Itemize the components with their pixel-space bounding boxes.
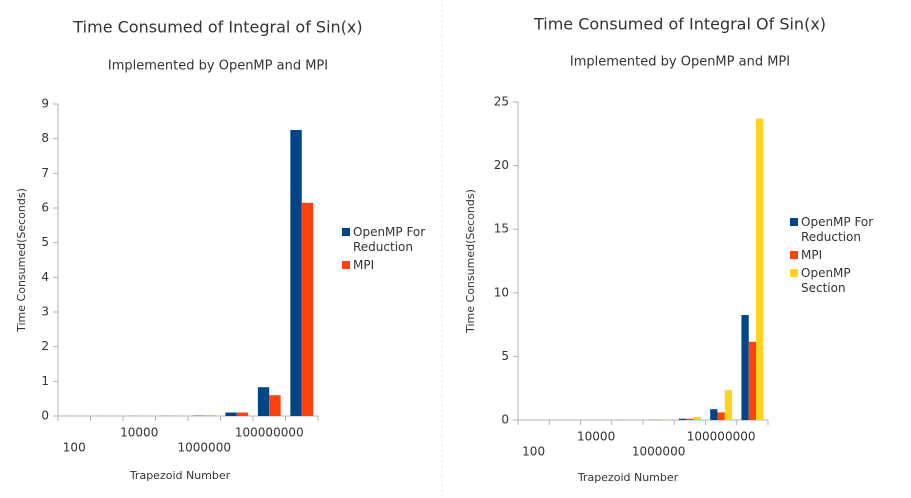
y-tick-label: 7 (41, 166, 49, 180)
bar (225, 412, 237, 416)
y-tick-label: 20 (494, 158, 509, 172)
y-tick-label: 9 (41, 97, 49, 111)
x-tick-label: 1000000 (178, 441, 231, 455)
y-tick-label: 0 (41, 409, 49, 423)
y-tick-label: 25 (494, 95, 509, 109)
bar (693, 416, 701, 420)
y-tick-label: 5 (501, 349, 509, 363)
bar (741, 315, 749, 420)
bar (686, 418, 694, 420)
y-tick-label: 2 (41, 339, 49, 353)
x-tick-label: 10000 (120, 426, 158, 440)
legend-swatch (790, 269, 798, 277)
y-tick-label: 10 (494, 285, 509, 299)
legend-swatch (790, 251, 798, 259)
legend-label: MPI (801, 248, 822, 262)
y-tick-label: 5 (41, 235, 49, 249)
y-tick-label: 15 (494, 222, 509, 236)
x-axis-label: Trapezoid Number (577, 471, 679, 484)
y-tick-label: 4 (41, 270, 49, 284)
legend-swatch (342, 228, 350, 236)
legend-label: MPI (353, 258, 374, 272)
x-tick-label: 100000000 (687, 430, 756, 444)
bar (236, 412, 249, 416)
bar (756, 118, 764, 420)
y-tick-label: 8 (41, 131, 49, 145)
legend-label: OpenMP For Reduction (801, 215, 873, 244)
bar (724, 390, 733, 420)
chart-title: Time Consumed of Integral of Sin(x) (72, 18, 362, 37)
legend-label: OpenMP For Reduction (353, 225, 425, 254)
bar (678, 418, 687, 420)
bar (710, 409, 718, 420)
bar (301, 202, 314, 416)
y-axis-label: Time Consumed(Seconds) (15, 188, 28, 333)
y-tick-label: 6 (41, 201, 49, 215)
bar (257, 387, 270, 416)
y-tick-label: 3 (41, 305, 49, 319)
legend-swatch (790, 218, 798, 226)
chart-subtitle: Implemented by OpenMP and MPI (570, 55, 790, 70)
x-tick-label: 1000000 (632, 445, 685, 459)
x-tick-label: 100000000 (235, 426, 304, 440)
legend-swatch (342, 261, 350, 269)
bar (290, 130, 302, 416)
legend-label: OpenMP Section (801, 266, 851, 295)
chart-subtitle: Implemented by OpenMP and MPI (108, 59, 328, 74)
bar (748, 341, 757, 420)
y-axis-label: Time Consumed(Seconds) (464, 189, 477, 334)
y-tick-label: 1 (41, 374, 49, 388)
x-axis-label: Trapezoid Number (129, 469, 231, 482)
bar (269, 395, 281, 416)
chart-title: Time Consumed of Integral Of Sin(x) (533, 15, 826, 34)
x-tick-label: 100 (522, 445, 545, 459)
x-tick-label: 10000 (577, 430, 615, 444)
y-tick-label: 0 (501, 413, 509, 427)
bar (717, 412, 725, 420)
x-tick-label: 100 (63, 441, 86, 455)
